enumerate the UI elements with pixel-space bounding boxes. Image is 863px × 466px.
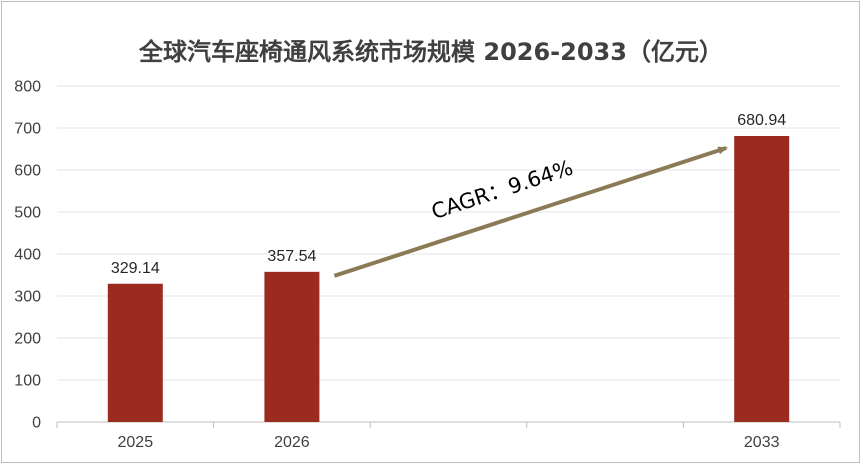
bars bbox=[107, 136, 790, 423]
y-axis-ticks: 0 100 200 300 400 500 600 700 800 bbox=[14, 79, 41, 432]
cagr-label: CAGR：9.64% bbox=[429, 155, 576, 223]
y-tick-label: 300 bbox=[14, 289, 41, 306]
y-tick-label: 0 bbox=[32, 415, 41, 432]
bar-2026 bbox=[264, 271, 320, 422]
y-tick-label: 800 bbox=[14, 79, 41, 96]
chart-title: 全球汽车座椅通风系统市场规模 2026-2033（亿元） bbox=[138, 38, 723, 66]
cagr-arrow bbox=[333, 146, 729, 278]
x-tick-label-2025: 2025 bbox=[118, 434, 154, 451]
bar-2025 bbox=[107, 283, 163, 422]
y-tick-label: 200 bbox=[14, 331, 41, 348]
y-tick-label: 400 bbox=[14, 247, 41, 264]
gridlines bbox=[56, 85, 841, 428]
bar-2033 bbox=[734, 136, 790, 423]
x-tick-label-2033: 2033 bbox=[744, 434, 780, 451]
data-labels: 329.14 357.54 680.94 bbox=[111, 112, 786, 277]
y-tick-label: 600 bbox=[14, 163, 41, 180]
data-label-2026: 357.54 bbox=[267, 248, 316, 265]
data-label-2025: 329.14 bbox=[111, 260, 160, 277]
x-tick-label-2026: 2026 bbox=[274, 434, 310, 451]
data-label-2033: 680.94 bbox=[737, 112, 786, 129]
x-axis-ticks: 2025 2026 2033 bbox=[118, 434, 780, 451]
y-tick-label: 100 bbox=[14, 373, 41, 390]
y-tick-label: 700 bbox=[14, 121, 41, 138]
y-tick-label: 500 bbox=[14, 205, 41, 222]
